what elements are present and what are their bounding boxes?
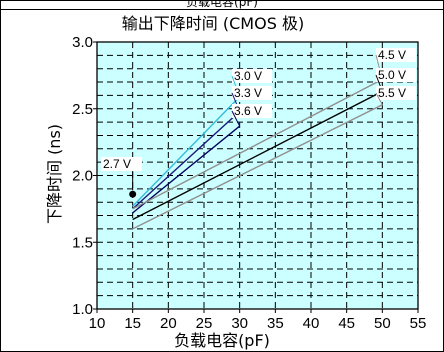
series-label-bg xyxy=(232,86,272,100)
y-tick-label: 1.0 xyxy=(72,301,93,318)
series-label: 2.7 V xyxy=(103,157,131,171)
series-label-leader xyxy=(375,92,383,105)
series-label-bg xyxy=(376,48,416,62)
y-tick-label: 3.0 xyxy=(72,34,93,51)
series-line xyxy=(132,110,241,210)
series-label: 3.0 V xyxy=(234,69,262,83)
x-tick-label: 35 xyxy=(267,315,284,332)
x-tick-label: 50 xyxy=(374,315,391,332)
series-line xyxy=(132,78,383,210)
series-label-bg xyxy=(232,69,272,83)
plot-area: 2.7 V 3.0 V 3.3 V 3.6 V 4.5 V 5.0 V 5.5 V 10 15 2… xyxy=(72,34,426,332)
series-label-bg xyxy=(232,104,272,118)
series-label: 3.3 V xyxy=(234,86,262,100)
y-tick-label: 2.5 xyxy=(72,101,93,118)
series-label-bg xyxy=(376,68,416,82)
x-tick-label: 10 xyxy=(89,315,106,332)
series-label-bg xyxy=(101,157,142,171)
y-axis-label: 下降时间 (ns) xyxy=(45,124,64,224)
series-label: 3.6 V xyxy=(234,104,262,118)
series-label: 4.5 V xyxy=(378,48,406,62)
x-tick-label: 55 xyxy=(410,315,427,332)
series-line xyxy=(132,90,383,221)
series-label-bg xyxy=(376,86,416,100)
series-line xyxy=(132,104,383,230)
chart-title: 输出下降时间 (CMOS 极) xyxy=(122,14,304,33)
series-label-leader xyxy=(231,110,241,127)
x-axis-label: 负载电容(pF) xyxy=(174,331,270,350)
series-line xyxy=(132,96,241,207)
x-tick-label: 45 xyxy=(338,315,355,332)
y-tick-label: 2.0 xyxy=(72,168,93,185)
series-marker xyxy=(129,190,137,198)
top-caption: 负载电容(pF) xyxy=(186,0,258,9)
x-tick-label: 25 xyxy=(196,315,213,332)
y-tick-label: 1.5 xyxy=(72,234,93,251)
series-label: 5.0 V xyxy=(378,68,406,82)
series-line xyxy=(132,125,241,214)
x-tick-label: 20 xyxy=(160,315,177,332)
series-label: 5.5 V xyxy=(378,86,406,100)
x-tick-label: 15 xyxy=(124,315,141,332)
x-tick-label: 40 xyxy=(303,315,320,332)
x-tick-label: 30 xyxy=(231,315,248,332)
